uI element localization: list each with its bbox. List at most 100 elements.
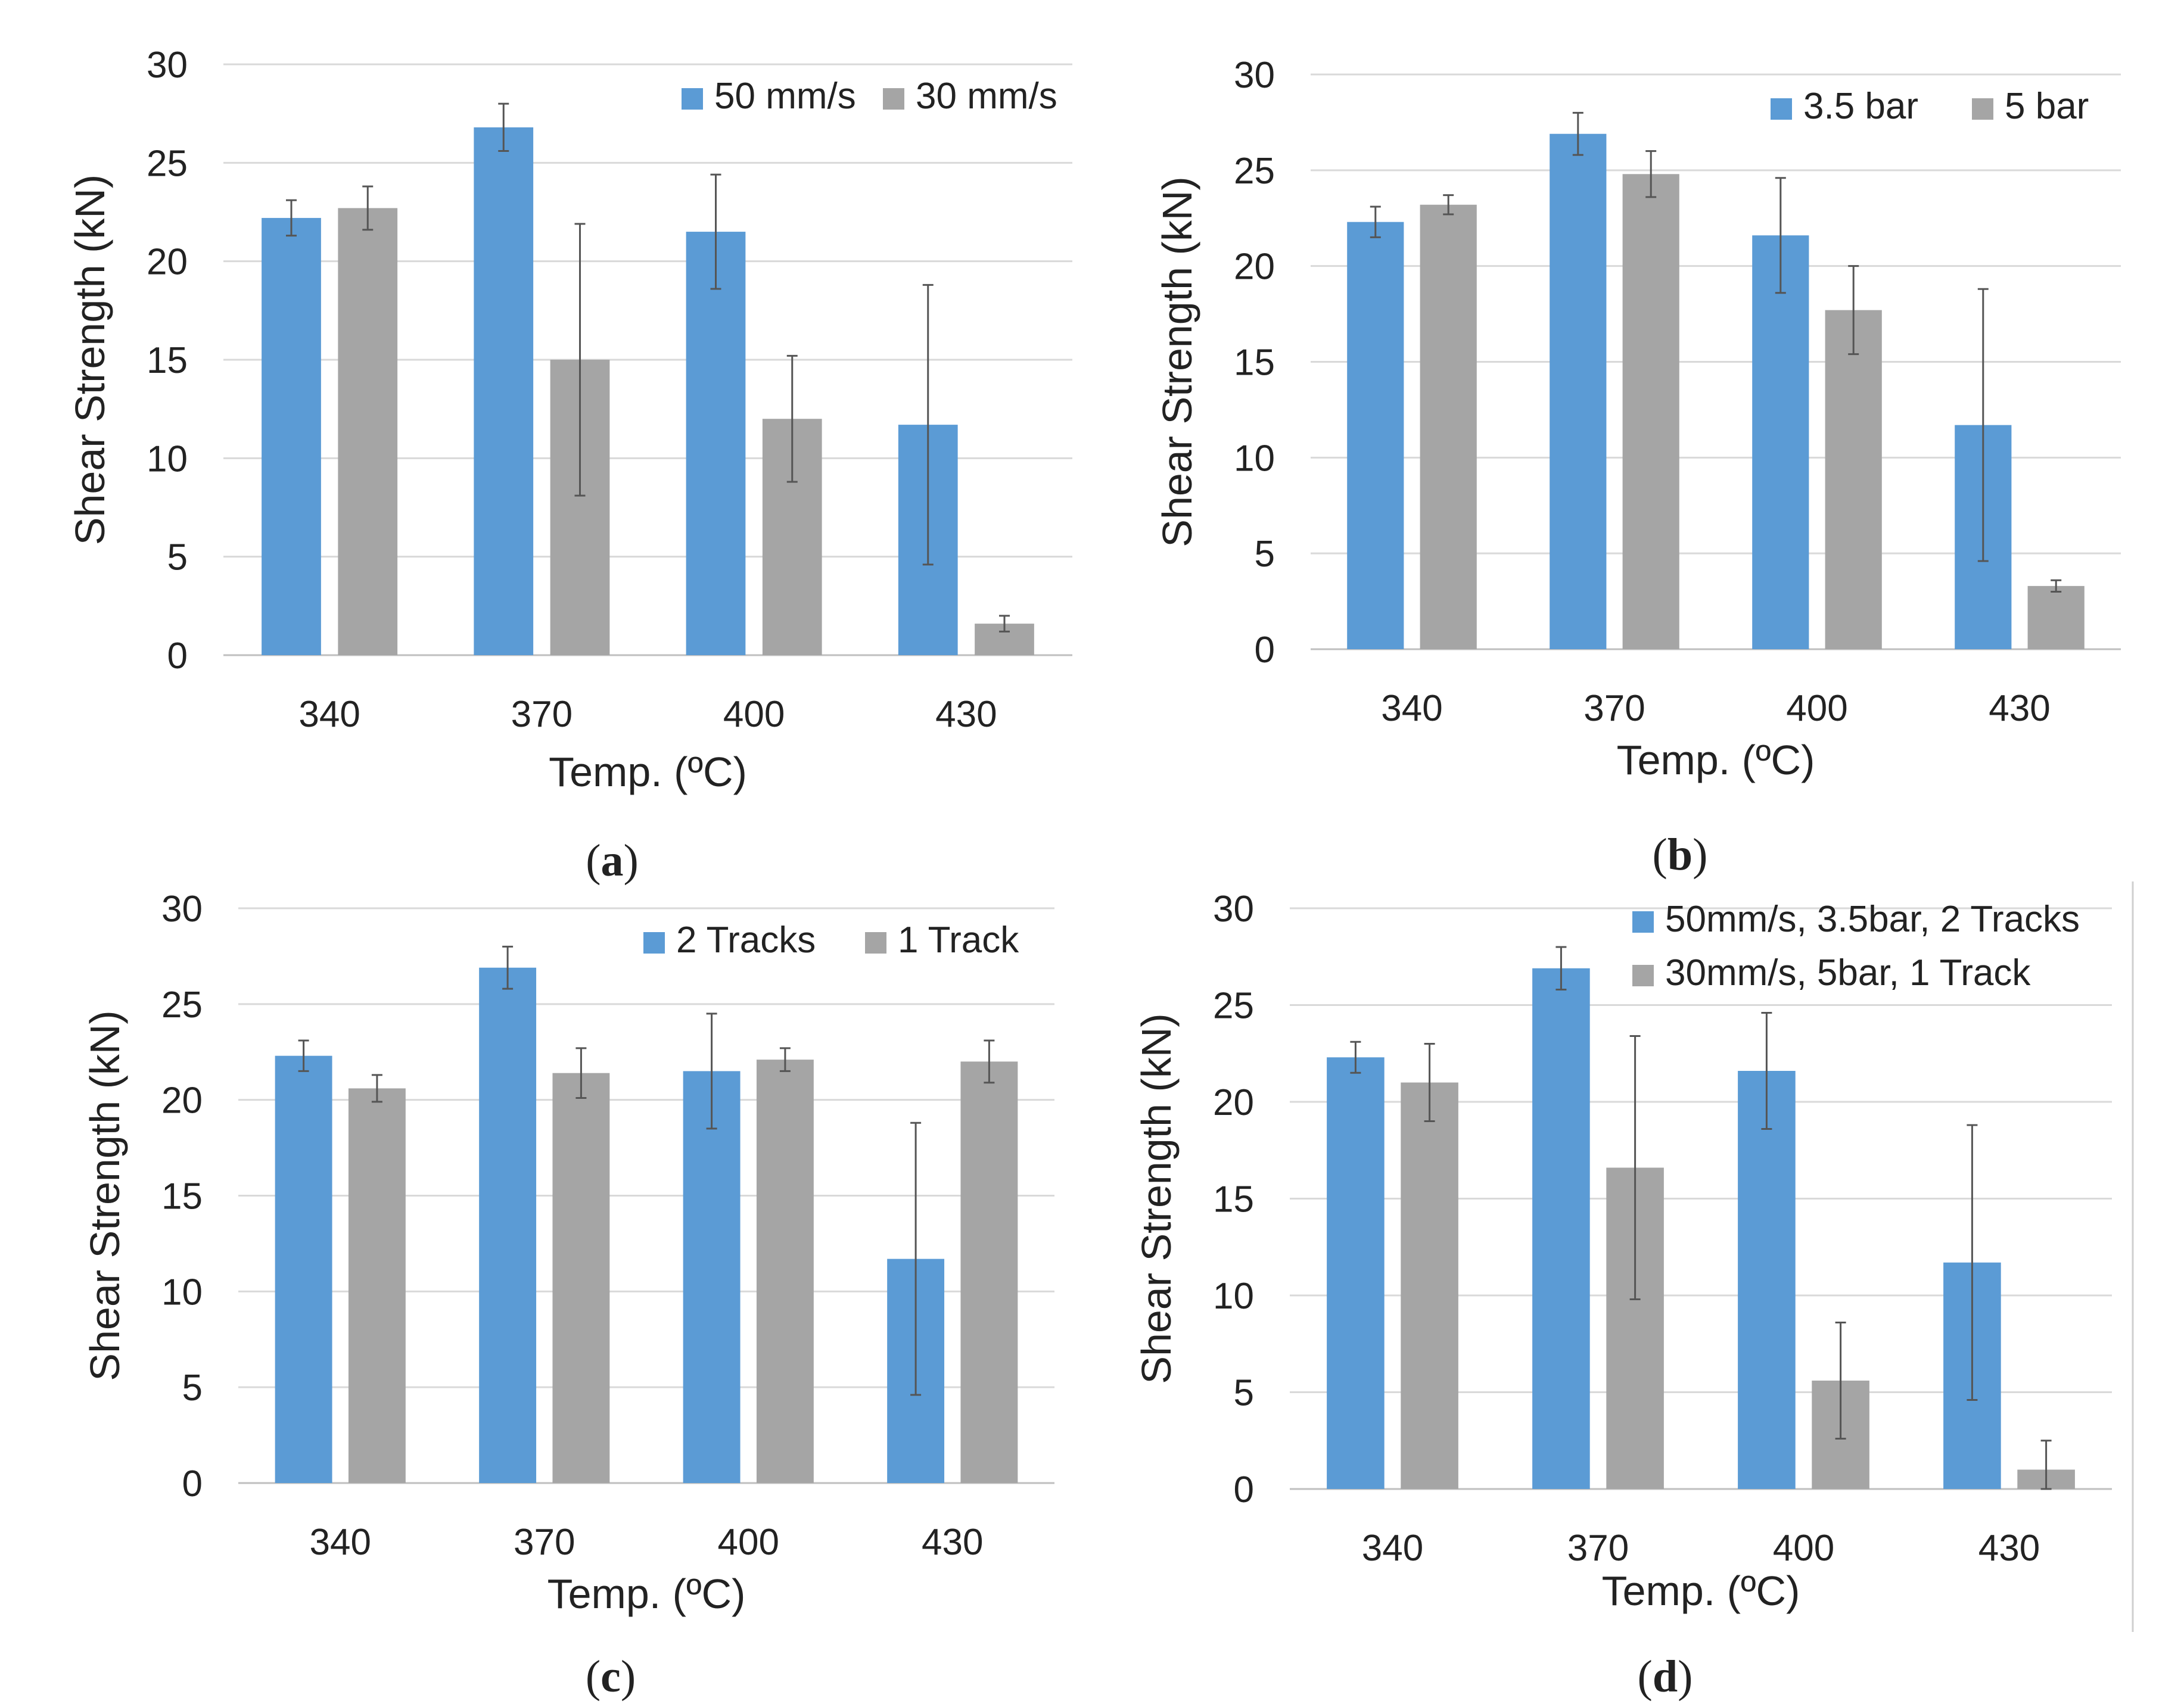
y-tick-label: 25: [147, 143, 188, 184]
bar-series_a: [1752, 235, 1809, 649]
y-tick-label: 5: [1234, 1373, 1254, 1414]
y-tick-label: 10: [1234, 438, 1275, 479]
bar-series_a: [262, 217, 321, 655]
bar-series_b: [1622, 174, 1679, 649]
y-tick-label: 20: [1234, 247, 1275, 288]
x-axis-title: Temp. (ºC): [1617, 737, 1815, 783]
y-tick-label: 30: [147, 45, 188, 86]
y-tick-label: 5: [1255, 534, 1275, 575]
y-tick-label: 25: [1234, 151, 1275, 192]
y-tick-label: 20: [161, 1080, 203, 1122]
panel-label-part: ): [624, 836, 639, 886]
bar-series_b: [2027, 585, 2085, 649]
y-tick-label: 25: [1213, 986, 1254, 1027]
panel-label-part: ): [1678, 1652, 1693, 1701]
y-tick-label: 15: [1234, 342, 1275, 384]
legend: 2 Tracks 1 Track: [643, 920, 1019, 961]
bar-series_a: [1327, 1057, 1385, 1489]
y-tick-label: 15: [147, 340, 188, 381]
y-axis-title: Shear Strength (kN): [1133, 1013, 1180, 1384]
bar-series_a: [474, 127, 534, 655]
x-tick-label: 430: [922, 1522, 983, 1563]
panel-label: (a): [586, 836, 639, 886]
y-tick-label: 10: [147, 438, 188, 479]
panel-label-part: (: [1653, 830, 1667, 880]
bar-series_b: [960, 1061, 1018, 1483]
x-tick-label: 370: [1567, 1528, 1629, 1569]
x-tick-label: 370: [514, 1522, 575, 1563]
x-tick-label: 430: [1978, 1528, 2040, 1569]
panel-label-part: b: [1667, 830, 1693, 880]
x-tick-label: 400: [1773, 1528, 1834, 1569]
y-tick-label: 15: [161, 1176, 203, 1217]
bar-series_a: [1347, 222, 1404, 649]
x-tick-label: 430: [1989, 688, 2050, 729]
panel-label-part: (: [586, 836, 601, 886]
y-tick-label: 15: [1213, 1179, 1254, 1220]
legend-swatch: [1771, 98, 1792, 120]
bar-series_a: [686, 232, 746, 656]
legend-swatch: [865, 932, 886, 954]
chart-panel-d: 0 5 10 15 20 25 30 340 370 400 430 Temp. (ºC) Shear …: [1133, 889, 2112, 1702]
bar-series_b: [1825, 310, 1882, 649]
y-axis-title: Shear Strength (kN): [67, 175, 113, 545]
legend: 3.5 bar 5 bar: [1771, 86, 2089, 127]
y-tick-label: 0: [167, 636, 188, 677]
panel-label-part: d: [1653, 1652, 1678, 1701]
bar-series_a: [479, 967, 537, 1483]
chart-panel-c: 0 5 10 15 20 25 30 340 370 400 430 Temp. (ºC) Shear …: [82, 889, 1054, 1702]
legend-swatch: [643, 932, 665, 954]
bar-series_b: [1420, 204, 1477, 649]
panel-label: (c): [586, 1652, 636, 1701]
panel-label-part: c: [601, 1652, 621, 1701]
legend-swatch: [682, 88, 703, 110]
panel-label: (d): [1638, 1652, 1693, 1701]
bar-series_a: [1738, 1071, 1796, 1489]
y-tick-label: 0: [1234, 1469, 1254, 1510]
panel-label-part: ): [621, 1652, 636, 1701]
legend: 50mm/s, 3.5bar, 2 Tracks 30mm/s, 5bar, 1 …: [1632, 899, 2080, 993]
legend-swatch: [1632, 965, 1654, 986]
x-axis-title: Temp. (ºC): [1602, 1568, 1800, 1614]
bar-series_a: [1550, 133, 1607, 649]
legend-label: 30mm/s, 5bar, 1 Track: [1665, 952, 2031, 993]
x-axis-title: Temp. (ºC): [547, 1571, 746, 1617]
x-tick-label: 340: [298, 694, 360, 735]
bar-series_b: [1401, 1082, 1458, 1489]
y-tick-label: 5: [182, 1367, 203, 1409]
chart-panel-a: 0 5 10 15 20 25 30 340 370 400 430 Temp. (ºC) Shear …: [67, 45, 1072, 886]
y-tick-label: 25: [161, 985, 203, 1026]
x-tick-label: 340: [310, 1522, 371, 1563]
y-tick-label: 30: [1234, 55, 1275, 96]
legend-label: 50mm/s, 3.5bar, 2 Tracks: [1665, 899, 2080, 940]
legend-swatch: [883, 88, 904, 110]
x-tick-label: 400: [718, 1522, 779, 1563]
x-tick-label: 370: [511, 694, 573, 735]
legend-label: 2 Tracks: [676, 920, 816, 961]
bar-series_a: [683, 1071, 741, 1483]
legend-label: 3.5 bar: [1803, 86, 1918, 127]
x-tick-label: 340: [1362, 1528, 1423, 1569]
panel-label-part: (: [586, 1652, 601, 1701]
legend-label: 1 Track: [898, 920, 1019, 961]
panel-label: (b): [1653, 830, 1708, 880]
bar-series_a: [1532, 968, 1590, 1489]
legend-swatch: [1972, 98, 1993, 120]
y-tick-label: 0: [1255, 630, 1275, 671]
y-axis-title: Shear Strength (kN): [82, 1010, 128, 1381]
panel-label-part: ): [1693, 830, 1707, 880]
x-tick-label: 340: [1381, 688, 1442, 729]
legend: 50 mm/s 30 mm/s: [682, 76, 1057, 117]
legend-label: 50 mm/s: [714, 76, 856, 117]
x-axis-title: Temp. (ºC): [549, 749, 747, 795]
y-tick-label: 10: [161, 1272, 203, 1313]
y-tick-label: 30: [161, 889, 203, 930]
panel-label-part: a: [601, 836, 624, 886]
bar-series_b: [338, 208, 398, 655]
y-tick-label: 10: [1213, 1276, 1254, 1317]
panel-label-part: (: [1638, 1652, 1653, 1701]
y-tick-label: 20: [147, 242, 188, 283]
bar-series_b: [348, 1088, 406, 1483]
